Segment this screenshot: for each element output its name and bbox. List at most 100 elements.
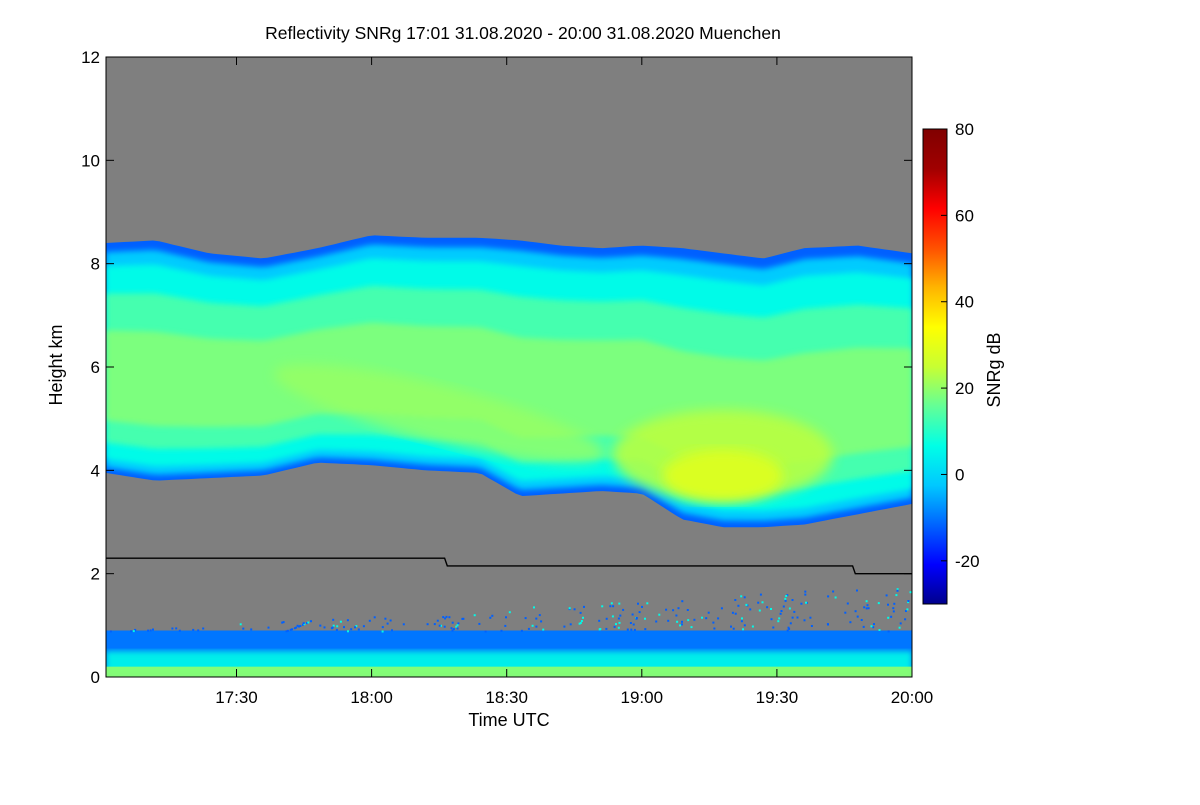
clutter-speckle — [906, 608, 909, 611]
clutter-speckle — [568, 607, 571, 610]
clutter-speckle — [865, 600, 868, 603]
clutter-speckle — [890, 615, 893, 618]
y-tick-label: 0 — [91, 668, 100, 687]
clutter-speckle — [779, 612, 782, 615]
y-axis-title: Height km — [46, 324, 66, 405]
clutter-speckle — [489, 616, 492, 619]
clutter-speckle — [667, 619, 670, 622]
clutter-speckle — [896, 588, 899, 591]
clutter-speckle — [438, 624, 441, 627]
clutter-speckle — [749, 608, 752, 611]
clutter-speckle — [357, 628, 360, 631]
clutter-speckle — [605, 627, 608, 630]
clutter-speckle — [381, 626, 384, 629]
x-tick-label: 18:30 — [485, 688, 528, 707]
clutter-speckle — [436, 619, 439, 622]
clutter-speckle — [323, 626, 326, 629]
clutter-speckle — [707, 611, 710, 614]
clutter-speckle — [462, 617, 465, 620]
clutter-speckle — [239, 623, 242, 626]
clutter-speckle — [569, 623, 572, 626]
clutter-speckle — [646, 602, 649, 605]
clutter-speckle — [867, 607, 870, 610]
clutter-speckle — [130, 630, 133, 633]
clutter-speckle — [192, 628, 195, 631]
clutter-speckle — [563, 625, 566, 628]
clutter-speckle — [909, 591, 912, 594]
clutter-speckle — [780, 610, 783, 612]
clutter-speckle — [542, 628, 545, 631]
clutter-speckle — [844, 611, 847, 614]
colorbar-tick-label: 20 — [955, 379, 974, 398]
clutter-speckle — [319, 624, 322, 627]
colorbar-title: SNRg dB — [984, 332, 1004, 407]
clutter-speckle — [677, 607, 680, 610]
clutter-speckle — [805, 601, 807, 604]
clutter-speckle — [132, 630, 135, 633]
clutter-speckle — [343, 626, 345, 629]
clutter-speckle — [171, 627, 174, 630]
clutter-speckle — [346, 619, 349, 622]
clutter-speckle — [295, 626, 298, 629]
clutter-speckle — [500, 629, 503, 632]
clutter-speckle — [904, 618, 907, 621]
y-tick-label: 12 — [81, 48, 100, 67]
clutter-speckle — [578, 622, 581, 625]
clutter-speckle — [504, 624, 507, 627]
clutter-speckle — [451, 629, 454, 632]
clutter-speckle — [629, 622, 632, 624]
y-tick-label: 6 — [91, 358, 100, 377]
clutter-speckle — [856, 589, 858, 592]
colorbar-tick-label: -20 — [955, 552, 980, 571]
clutter-speckle — [770, 618, 773, 621]
clutter-speckle — [687, 619, 690, 622]
clutter-speckle — [611, 615, 614, 618]
clutter-speckle — [579, 611, 582, 614]
colorbar-tick-label: 60 — [955, 206, 974, 225]
clutter-speckle — [809, 616, 812, 619]
clutter-speckle — [389, 619, 392, 622]
clutter-speckle — [734, 599, 737, 601]
clutter-speckle — [598, 628, 601, 631]
clutter-speckle — [426, 623, 429, 626]
colorbar-tick-label: 0 — [955, 465, 964, 484]
clutter-speckle — [784, 599, 787, 602]
clutter-speckle — [777, 620, 780, 623]
clutter-speckle — [658, 613, 661, 616]
clutter-speckle — [505, 616, 507, 619]
clutter-speckle — [289, 628, 292, 631]
clutter-speckle — [834, 596, 837, 599]
clutter-speckle — [573, 608, 576, 611]
clutter-speckle — [612, 605, 615, 608]
boundary-layer-line — [106, 557, 912, 575]
clutter-speckle — [535, 625, 538, 628]
clutter-speckle — [713, 627, 716, 630]
clutter-speckle — [632, 623, 635, 626]
clutter-speckle — [491, 614, 494, 617]
clutter-speckle — [381, 630, 384, 633]
clutter-speckle — [672, 609, 675, 612]
clutter-speckle — [307, 621, 310, 624]
clutter-speckle — [619, 614, 622, 617]
clutter-speckle — [527, 627, 530, 630]
clutter-speckle — [535, 617, 538, 620]
clutter-speckle — [306, 622, 308, 625]
clutter-speckle — [759, 593, 762, 596]
clutter-speckle — [895, 594, 898, 597]
clutter-speckle — [804, 590, 807, 593]
clutter-speckle — [442, 616, 445, 619]
clutter-speckle — [582, 616, 584, 619]
clutter-speckle — [384, 617, 387, 620]
clutter-speckle — [770, 608, 772, 610]
clutter-speckle — [870, 625, 873, 628]
clutter-band-strong — [106, 666, 912, 677]
clutter-speckle — [478, 622, 481, 625]
clutter-speckle — [893, 602, 896, 605]
clutter-speckle — [443, 625, 446, 628]
clutter-speckle — [712, 621, 715, 624]
clutter-speckle — [391, 629, 393, 632]
clutter-speckle — [854, 610, 857, 613]
clutter-speckle — [638, 611, 641, 614]
clutter-speckle — [655, 620, 658, 623]
clutter-speckle — [758, 609, 761, 612]
